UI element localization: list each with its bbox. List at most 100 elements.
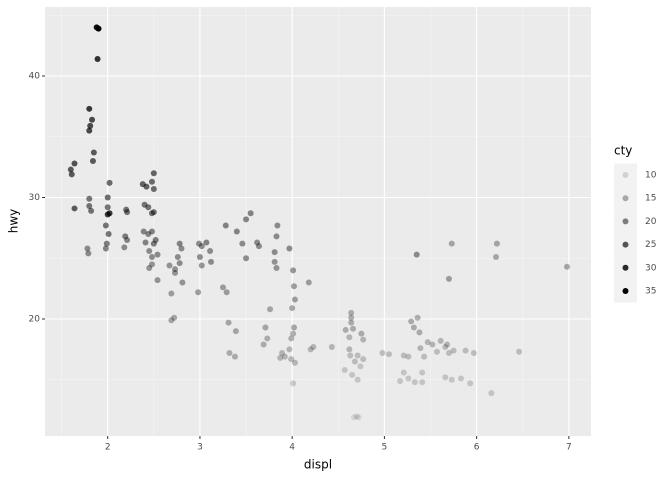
point [179,279,186,286]
point [255,243,262,250]
legend-title: cty [614,144,632,158]
legend-label: 20 [645,217,657,227]
point [171,314,178,321]
point [405,353,412,360]
point [243,216,250,223]
point [291,324,298,331]
point [86,203,93,210]
legend-key [614,186,637,210]
point [288,335,295,342]
point [154,251,161,258]
point [421,353,428,360]
point [462,347,469,354]
point [291,283,298,290]
point [168,317,175,324]
legend-label: 10 [645,171,657,181]
point [267,306,274,313]
point [417,345,424,352]
point [410,324,417,331]
point [104,204,111,211]
point [397,377,404,384]
point [307,346,314,353]
point [271,258,278,265]
point [411,379,418,386]
legend-symbol [622,264,629,271]
point [222,222,229,229]
point [516,348,523,355]
point [493,254,500,261]
point [405,375,412,382]
point [386,351,393,358]
point [354,352,361,359]
point [146,247,153,254]
point [84,245,91,252]
point [450,347,457,354]
point [357,363,364,370]
point [207,247,214,254]
point [277,354,284,361]
point [86,105,93,112]
point [239,240,246,247]
y-tick-label: 40 [29,72,41,82]
x-tick-label: 6 [474,443,480,453]
point [424,339,431,346]
y-tick-label: 20 [29,315,41,325]
point [145,230,152,237]
point [95,25,102,32]
point [400,369,407,376]
point [348,309,355,316]
point [152,237,159,244]
point [150,170,157,177]
point [350,414,357,421]
axes: 2 3 4 5 6 7 20 30 40 [29,72,572,453]
point [448,240,455,247]
point [445,275,452,282]
point [104,194,111,201]
point [247,210,254,217]
x-tick-label: 5 [382,443,388,453]
point [196,254,203,261]
x-tick-label: 3 [197,443,203,453]
point [433,348,440,355]
point [349,371,356,378]
point [289,305,296,312]
point [148,178,155,185]
point [124,237,131,244]
point [148,254,155,261]
point [166,262,173,269]
point [225,319,232,326]
legend-label: 25 [645,240,656,250]
point [226,350,233,357]
point [290,380,297,387]
points [67,24,571,421]
point [71,160,78,167]
point [232,328,239,335]
x-tick-label: 2 [105,443,111,453]
legend-key [614,209,637,233]
point [408,318,415,325]
y-axis-title: hwy [7,209,21,234]
point [273,264,280,271]
point [243,255,250,262]
point [196,240,203,247]
point [286,346,293,353]
point [198,262,205,269]
point [104,211,111,218]
point [86,127,93,134]
point [564,263,571,270]
point [176,260,183,267]
point [290,267,297,274]
point [273,233,280,240]
point [198,243,205,250]
legend-symbol [622,195,629,202]
point [220,284,227,291]
point [146,264,153,271]
point [140,228,147,235]
point [154,277,161,284]
y-tick-label: 30 [29,193,41,203]
point [457,375,464,382]
point [305,279,312,286]
point [445,350,452,357]
point [178,245,185,252]
point [102,245,109,252]
